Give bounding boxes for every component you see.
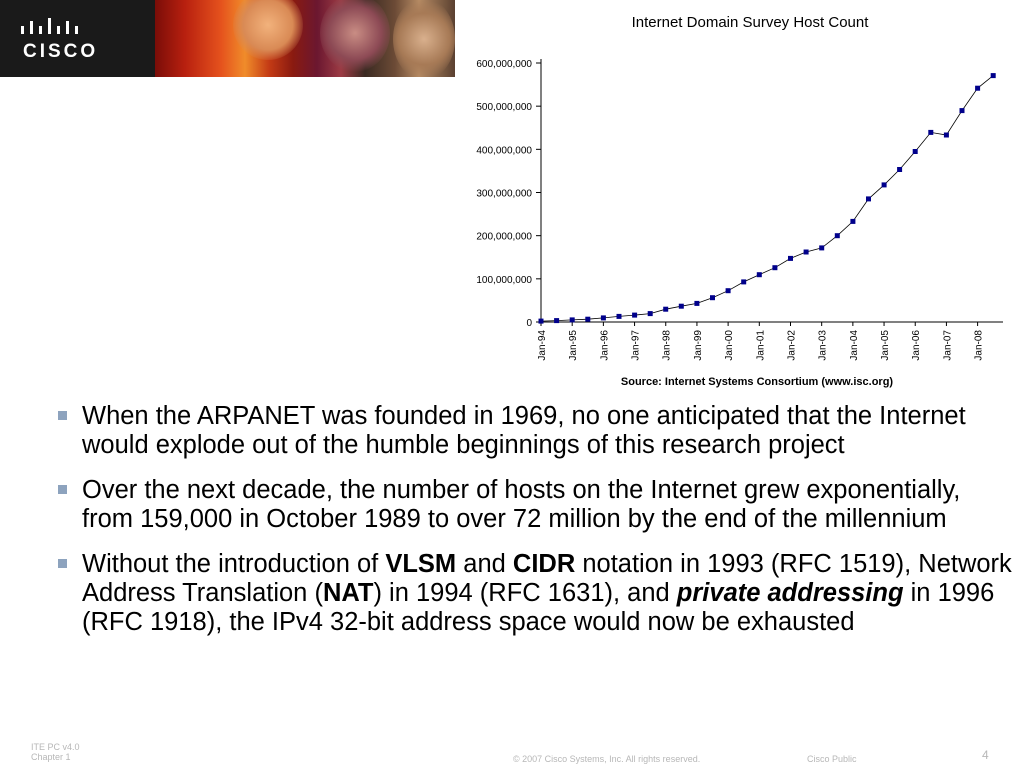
bullet-text: and: [456, 550, 513, 578]
data-point: [725, 288, 731, 294]
data-point: [834, 233, 840, 239]
y-tick-label: 100,000,000: [476, 275, 532, 286]
y-tick-label: 500,000,000: [476, 102, 532, 113]
x-tick-label: Jan-98: [662, 330, 673, 361]
x-tick-label: Jan-08: [974, 330, 985, 361]
bullet-text: Without the introduction of: [82, 550, 386, 578]
data-point: [975, 85, 981, 91]
data-point: [928, 129, 934, 135]
x-tick-label: Jan-99: [693, 330, 704, 361]
y-tick-label: 400,000,000: [476, 145, 532, 156]
data-point: [788, 255, 793, 261]
photo-face: [393, 0, 455, 77]
y-axis: 0 100,000,000 200,000,000 300,000,000 400,00…: [476, 59, 542, 329]
photo-face: [233, 0, 303, 60]
data-point: [600, 315, 606, 321]
data-point: [710, 295, 715, 301]
bullet-text: CIDR: [512, 550, 576, 578]
data-point: [866, 196, 871, 202]
header-photo-strip: [155, 0, 455, 77]
data-point: [912, 149, 918, 154]
bullet-square-icon: [58, 485, 67, 494]
bullet-text: Over the next decade, the number of host…: [82, 476, 961, 533]
data-point: [897, 167, 903, 172]
data-point: [990, 73, 996, 79]
chart-source: Source: Internet Systems Consortium (www…: [621, 376, 894, 388]
series-line: [540, 75, 994, 322]
x-tick-label: Jan-02: [786, 330, 797, 361]
footer-course: ITE PC v4.0 Chapter 1: [31, 742, 80, 762]
data-point: [663, 306, 669, 312]
data-point: [881, 182, 887, 188]
x-tick-label: Jan-97: [631, 330, 642, 361]
footer-classification: Cisco Public: [807, 754, 857, 764]
cisco-bridge-icon: [21, 18, 78, 34]
x-tick-label: Jan-07: [942, 330, 953, 361]
host-count-chart: Internet Domain Survey Host Count 0 100,0…: [476, 14, 1003, 388]
data-point: [819, 245, 825, 251]
data-point: [694, 300, 700, 306]
x-tick-label: Jan-06: [911, 330, 922, 361]
logo-area: CISCO: [0, 0, 155, 77]
cisco-logo-text: CISCO: [23, 41, 99, 62]
y-tick-label: 600,000,000: [476, 59, 532, 70]
y-tick-label: 200,000,000: [476, 232, 532, 243]
x-tick-label: Jan-04: [849, 330, 860, 361]
bullet-item: Without the introduction of VLSM and CID…: [58, 550, 1018, 637]
x-tick-label: Jan-03: [818, 330, 829, 361]
y-tick-label: 0: [526, 318, 532, 329]
data-point: [772, 265, 778, 271]
data-point: [647, 311, 653, 317]
bullet-list: When the ARPANET was founded in 1969, no…: [58, 402, 1018, 653]
bullet-text: ) in 1994 (RFC 1631), and: [373, 579, 677, 607]
data-point: [632, 312, 638, 318]
bullet-text: notation in 1993 (RFC 1519), Network Add…: [82, 550, 1012, 607]
x-tick-label: Jan-05: [880, 330, 891, 361]
x-tick-label: Jan-94: [537, 330, 548, 361]
data-point: [678, 303, 684, 309]
data-point: [943, 132, 949, 138]
footer-course-line2: Chapter 1: [31, 752, 71, 762]
data-point: [803, 249, 809, 255]
bullet-square-icon: [58, 411, 67, 420]
bullet-text: NAT: [322, 579, 374, 607]
bullet-item: Over the next decade, the number of host…: [58, 476, 1018, 534]
header-banner: CISCO: [0, 0, 455, 77]
x-tick-label: Jan-95: [568, 330, 579, 361]
data-point: [569, 317, 575, 323]
page-number: 4: [982, 748, 989, 762]
data-point: [741, 279, 747, 285]
chart-title: Internet Domain Survey Host Count: [632, 14, 870, 31]
data-point: [585, 316, 591, 322]
data-point: [756, 272, 762, 278]
footer-course-line1: ITE PC v4.0: [31, 742, 80, 752]
data-point: [554, 318, 560, 324]
footer-copyright: © 2007 Cisco Systems, Inc. All rights re…: [513, 754, 701, 764]
bullet-item: When the ARPANET was founded in 1969, no…: [58, 402, 1018, 460]
x-axis: Jan-94 Jan-95 Jan-96 Jan-97 Jan-98 Jan-99 Jan-…: [537, 321, 1003, 361]
data-point: [538, 318, 544, 324]
data-point: [616, 313, 622, 319]
data-point: [959, 108, 965, 114]
bullet-text: in 1996 (RFC 1918), the IPv4 32-bit addr…: [82, 579, 995, 636]
x-tick-label: Jan-01: [755, 330, 766, 361]
bullet-text: When the ARPANET was founded in 1969, no…: [82, 402, 966, 459]
bullet-text: private addressing: [676, 579, 904, 607]
bullet-text: VLSM: [385, 550, 457, 578]
x-tick-label: Jan-00: [724, 330, 735, 361]
x-tick-label: Jan-96: [599, 330, 610, 361]
bullet-square-icon: [58, 559, 67, 568]
photo-face: [320, 0, 390, 72]
y-tick-label: 300,000,000: [476, 189, 532, 200]
data-point: [850, 218, 856, 224]
series-host-count: [538, 73, 996, 324]
